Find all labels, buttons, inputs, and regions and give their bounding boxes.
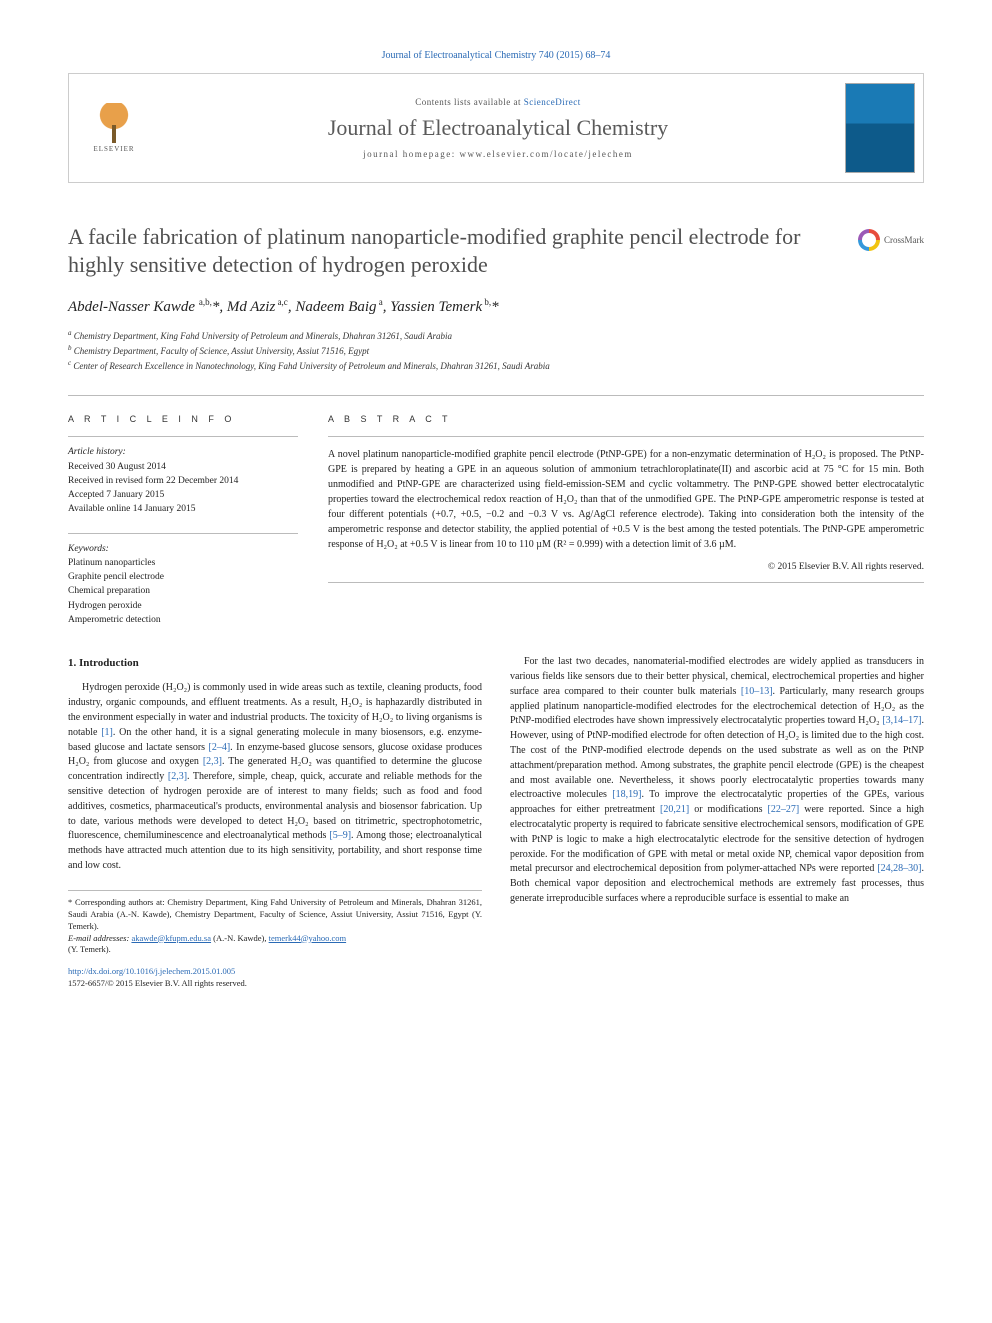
elsevier-tree-icon (94, 103, 134, 143)
publisher-logo-cell: ELSEVIER (69, 74, 159, 182)
keywords-label: Keywords: (68, 542, 298, 556)
header-citation: Journal of Electroanalytical Chemistry 7… (68, 50, 924, 61)
keyword-item: Chemical preparation (68, 584, 298, 598)
history-item: Available online 14 January 2015 (68, 502, 298, 516)
issn-copyright: 1572-6657/© 2015 Elsevier B.V. All right… (68, 978, 247, 988)
intro-paragraph-1: Hydrogen peroxide (H₂O₂) is commonly use… (68, 681, 482, 873)
journal-title: Journal of Electroanalytical Chemistry (328, 115, 668, 141)
email-link-2[interactable]: temerk44@yahoo.com (269, 933, 346, 943)
intro-paragraph-2: For the last two decades, nanomaterial-m… (510, 655, 924, 907)
abstract-text: A novel platinum nanoparticle-modified g… (328, 436, 924, 552)
article-info-column: A R T I C L E I N F O Article history: R… (68, 414, 298, 627)
section-heading-intro: 1. Introduction (68, 655, 482, 671)
homepage-prefix: journal homepage: (363, 149, 459, 159)
keyword-item: Platinum nanoparticles (68, 556, 298, 570)
email-owner-1: (A.-N. Kawde), (211, 933, 269, 943)
article-header: CrossMark A facile fabrication of platin… (68, 223, 924, 279)
doi-block: http://dx.doi.org/10.1016/j.jelechem.201… (68, 966, 482, 990)
info-abstract-row: A R T I C L E I N F O Article history: R… (68, 395, 924, 627)
body-column-left: 1. Introduction Hydrogen peroxide (H₂O₂)… (68, 655, 482, 990)
history-label: Article history: (68, 445, 298, 459)
affiliation-a: a Chemistry Department, King Fahd Univer… (68, 328, 924, 343)
crossmark-label: CrossMark (884, 235, 924, 245)
body-columns: 1. Introduction Hydrogen peroxide (H₂O₂)… (68, 655, 924, 990)
footnotes: * Corresponding authors at: Chemistry De… (68, 890, 482, 956)
affiliations: a Chemistry Department, King Fahd Univer… (68, 328, 924, 373)
keywords-block: Keywords: Platinum nanoparticles Graphit… (68, 533, 298, 628)
cover-thumb-cell (837, 74, 923, 182)
sciencedirect-link[interactable]: ScienceDirect (524, 97, 581, 107)
email-label: E-mail addresses: (68, 933, 131, 943)
abstract-column: A B S T R A C T A novel platinum nanopar… (328, 414, 924, 627)
affiliation-b: b Chemistry Department, Faculty of Scien… (68, 343, 924, 358)
homepage-url[interactable]: www.elsevier.com/locate/jelechem (460, 149, 633, 159)
author-list: Abdel-Nasser Kawde a,b,*, Md Aziz a,c, N… (68, 297, 924, 316)
journal-cover-thumbnail[interactable] (845, 83, 915, 173)
affiliation-c: c Center of Research Excellence in Nanot… (68, 358, 924, 373)
crossmark-icon (858, 229, 880, 251)
keyword-item: Amperometric detection (68, 613, 298, 627)
publisher-name: ELSEVIER (93, 145, 134, 153)
email-line: E-mail addresses: akawde@kfupm.edu.sa (A… (68, 933, 482, 957)
abstract-copyright: © 2015 Elsevier B.V. All rights reserved… (328, 562, 924, 572)
journal-homepage-line: journal homepage: www.elsevier.com/locat… (363, 149, 633, 159)
keyword-item: Graphite pencil electrode (68, 570, 298, 584)
article-info-label: A R T I C L E I N F O (68, 414, 298, 424)
journal-masthead: ELSEVIER Contents lists available at Sci… (68, 73, 924, 183)
doi-link[interactable]: http://dx.doi.org/10.1016/j.jelechem.201… (68, 966, 235, 976)
history-item: Received in revised form 22 December 201… (68, 474, 298, 488)
abstract-label: A B S T R A C T (328, 414, 924, 424)
abstract-divider (328, 582, 924, 583)
keyword-item: Hydrogen peroxide (68, 599, 298, 613)
elsevier-logo[interactable]: ELSEVIER (84, 93, 144, 163)
masthead-center: Contents lists available at ScienceDirec… (159, 74, 837, 182)
body-column-right: For the last two decades, nanomaterial-m… (510, 655, 924, 990)
crossmark-badge-wrap[interactable]: CrossMark (858, 229, 924, 251)
article-title: A facile fabrication of platinum nanopar… (68, 223, 808, 279)
history-item: Received 30 August 2014 (68, 460, 298, 474)
article-history: Article history: Received 30 August 2014… (68, 436, 298, 516)
corresponding-author-note: * Corresponding authors at: Chemistry De… (68, 897, 482, 933)
email-owner-2: (Y. Temerk). (68, 944, 111, 954)
contents-prefix: Contents lists available at (415, 97, 523, 107)
contents-available-line: Contents lists available at ScienceDirec… (415, 97, 580, 107)
history-item: Accepted 7 January 2015 (68, 488, 298, 502)
email-link-1[interactable]: akawde@kfupm.edu.sa (131, 933, 211, 943)
